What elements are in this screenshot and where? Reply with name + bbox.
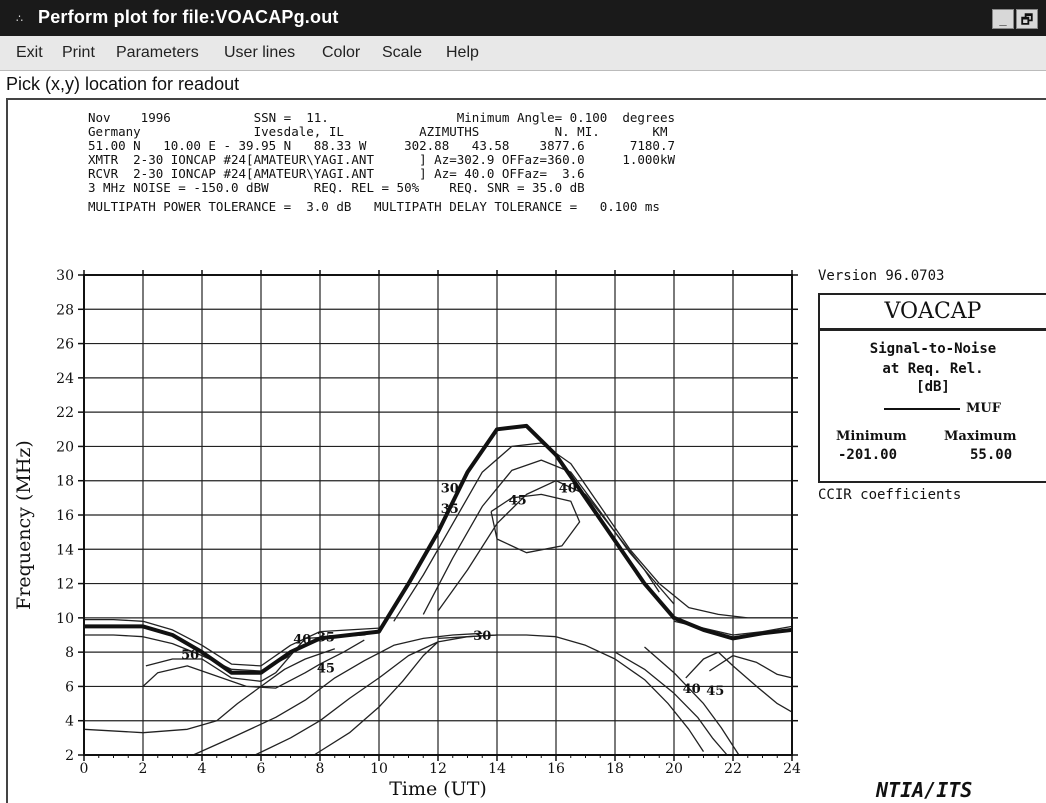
contour-c50 bbox=[145, 655, 291, 682]
menu-color[interactable]: Color bbox=[322, 44, 361, 61]
contour-c45-island bbox=[490, 493, 581, 554]
y-tick-label: 2 bbox=[65, 748, 74, 764]
contour-c30-left bbox=[83, 648, 336, 734]
header-line-4: XMTR 2-30 IONCAP #24[AMATEUR\YAGI.ANT ] … bbox=[88, 152, 675, 167]
menu-bar: Exit Print Parameters User lines Color S… bbox=[0, 36, 1046, 71]
contour-c35-left bbox=[84, 618, 380, 667]
ntia-its-label: NTIA/ITS bbox=[876, 778, 973, 802]
version-label: Version 96.0703 bbox=[818, 268, 945, 284]
x-axis-label: Time (UT) bbox=[389, 778, 487, 800]
menu-exit[interactable]: Exit bbox=[16, 44, 43, 61]
y-tick-label: 24 bbox=[56, 371, 74, 387]
legend-muf: MUF bbox=[884, 401, 1040, 417]
contour-c-low1 bbox=[192, 632, 483, 756]
y-tick-label: 20 bbox=[56, 439, 74, 455]
window-title-bar[interactable]: ∴ Perform plot for file:VOACAPg.out _ 🗗 bbox=[0, 0, 1046, 36]
muf-legend-line bbox=[884, 408, 960, 410]
y-tick-label: 10 bbox=[56, 611, 74, 627]
readout-prompt: Pick (x,y) location for readout bbox=[6, 74, 240, 94]
coefficients-label: CCIR coefficients bbox=[818, 487, 962, 503]
y-tick-label: 14 bbox=[56, 542, 74, 558]
x-tick-label: 24 bbox=[783, 761, 801, 777]
y-tick-label: 18 bbox=[56, 474, 74, 490]
legend-measure-line-1: Signal-to-Noise bbox=[869, 341, 997, 357]
y-tick-label: 28 bbox=[56, 302, 74, 318]
x-tick-label: 8 bbox=[316, 761, 325, 777]
contour-labels: 50 40 35 45 30 35 45 40 30 40 45 bbox=[181, 482, 724, 699]
app-menu-icon[interactable]: ∴ bbox=[16, 13, 23, 25]
legend-box: VOACAP Signal-to-Noise at Req. Rel. [dB]… bbox=[818, 293, 1046, 483]
y-tick-label: 22 bbox=[56, 405, 74, 421]
max-value: 55.00 bbox=[970, 447, 1013, 463]
menu-parameters[interactable]: Parameters bbox=[116, 44, 199, 61]
menu-print[interactable]: Print bbox=[62, 44, 95, 61]
x-tick-label: 22 bbox=[724, 761, 742, 777]
contour-c30-right-b bbox=[644, 646, 740, 756]
header-line-3: 51.00 N 10.00 E - 39.95 N 88.33 W 302.88… bbox=[88, 138, 675, 153]
menu-user-lines[interactable]: User lines bbox=[224, 44, 296, 61]
contour-c40-inner bbox=[437, 480, 660, 612]
header-line-6: 3 MHz NOISE = -150.0 dBW REQ. REL = 50% … bbox=[88, 180, 585, 195]
window-title: Perform plot for file:VOACAPg.out bbox=[38, 7, 339, 27]
contour-c45-left bbox=[142, 639, 365, 689]
min-value: -201.00 bbox=[838, 447, 898, 463]
x-tick-labels: 0 2 4 6 8 10 12 14 16 18 20 22 24 bbox=[80, 761, 801, 777]
contour-c30-outer bbox=[393, 442, 792, 622]
y-axis-label: Frequency (MHz) bbox=[13, 440, 35, 610]
x-tick-label: 20 bbox=[665, 761, 683, 777]
muf-legend-label: MUF bbox=[966, 401, 1001, 416]
contour-label: 40 bbox=[683, 682, 701, 697]
axis-ticks bbox=[78, 270, 798, 761]
x-tick-label: 6 bbox=[257, 761, 266, 777]
x-tick-label: 14 bbox=[488, 761, 506, 777]
y-tick-label: 12 bbox=[56, 577, 74, 593]
contour-label: 45 bbox=[706, 684, 724, 699]
x-tick-label: 10 bbox=[370, 761, 388, 777]
contour-c40-right bbox=[685, 651, 793, 713]
contour-label: 45 bbox=[317, 662, 335, 677]
min-label: Minimum bbox=[836, 429, 907, 444]
contour-c30-right-a bbox=[614, 651, 728, 756]
muf-line bbox=[84, 423, 793, 675]
x-tick-label: 4 bbox=[198, 761, 207, 777]
header-line-5: RCVR 2-30 IONCAP #24[AMATEUR\YAGI.ANT ] … bbox=[88, 166, 585, 181]
program-name: VOACAP bbox=[820, 295, 1046, 331]
contour-label: 50 bbox=[181, 648, 199, 663]
contour-c30-mid bbox=[437, 634, 705, 752]
y-tick-label: 4 bbox=[65, 714, 74, 730]
contour-label: 40 bbox=[293, 632, 311, 647]
y-tick-label: 6 bbox=[65, 679, 74, 695]
minimize-button[interactable]: _ bbox=[992, 9, 1014, 29]
header-line-2: Germany Ivesdale, IL AZIMUTHS N. MI. KM bbox=[88, 124, 668, 139]
y-tick-label: 26 bbox=[56, 337, 74, 353]
x-tick-label: 12 bbox=[429, 761, 447, 777]
contour-c-low2 bbox=[254, 634, 498, 756]
contour-c-low3 bbox=[313, 641, 439, 756]
y-tick-label: 8 bbox=[65, 645, 74, 661]
x-tick-label: 2 bbox=[139, 761, 148, 777]
contour-label: 30 bbox=[441, 482, 459, 497]
x-tick-label: 16 bbox=[547, 761, 565, 777]
y-tick-label: 16 bbox=[56, 508, 74, 524]
contour-label: 35 bbox=[317, 631, 335, 646]
contour-label: 45 bbox=[509, 494, 527, 509]
x-tick-label: 0 bbox=[80, 761, 89, 777]
legend-measure-line-3: [dB] bbox=[916, 379, 950, 395]
max-label: Maximum bbox=[944, 429, 1017, 444]
restore-button[interactable]: 🗗 bbox=[1016, 9, 1038, 29]
menu-scale[interactable]: Scale bbox=[382, 44, 423, 61]
header-line-7: MULTIPATH POWER TOLERANCE = 3.0 dB MULTI… bbox=[88, 199, 660, 214]
header-line-1: Nov 1996 SSN = 11. Minimum Angle= 0.100 … bbox=[88, 110, 675, 125]
x-tick-label: 18 bbox=[606, 761, 624, 777]
menu-help[interactable]: Help bbox=[446, 44, 479, 61]
legend-measure-line-2: at Req. Rel. bbox=[882, 361, 984, 377]
contour-c45-right bbox=[709, 654, 793, 679]
contour-label: 35 bbox=[441, 502, 459, 517]
contour-label: 40 bbox=[559, 482, 577, 497]
contour-label: 30 bbox=[473, 629, 491, 644]
y-tick-label: 30 bbox=[56, 268, 74, 284]
